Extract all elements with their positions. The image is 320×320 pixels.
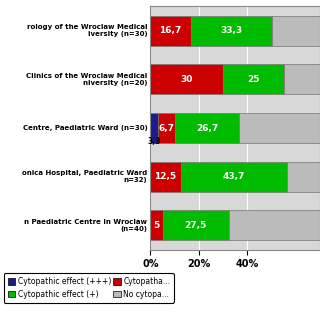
Text: 43,7: 43,7	[222, 172, 245, 181]
Text: n Paediatric Centre in Wroclaw
(n=40): n Paediatric Centre in Wroclaw (n=40)	[24, 219, 148, 232]
Bar	[287, 162, 320, 192]
Bar	[150, 162, 181, 192]
Bar	[239, 113, 320, 143]
Bar	[150, 210, 163, 240]
Bar	[223, 64, 284, 94]
Bar	[150, 64, 223, 94]
Text: 5: 5	[153, 221, 160, 230]
Bar	[150, 113, 158, 143]
Bar	[158, 113, 175, 143]
Bar	[229, 210, 320, 240]
Text: Clinics of the Wroclaw Medical
niversity (n=20): Clinics of the Wroclaw Medical niversity…	[26, 73, 148, 86]
Text: 33,3: 33,3	[220, 26, 242, 35]
Bar	[150, 16, 191, 46]
Text: 3,3: 3,3	[148, 137, 161, 146]
Bar	[163, 210, 229, 240]
Text: 30: 30	[180, 75, 193, 84]
Text: 6,7: 6,7	[158, 124, 174, 132]
Bar	[284, 64, 320, 94]
Bar	[181, 162, 287, 192]
Text: onica Hospital, Paediatric Ward
n=32): onica Hospital, Paediatric Ward n=32)	[22, 170, 148, 183]
Text: 26,7: 26,7	[196, 124, 218, 132]
Text: 16,7: 16,7	[159, 26, 182, 35]
Bar	[175, 113, 239, 143]
Bar	[272, 16, 320, 46]
Text: rology of the Wroclaw Medical
iversity (n=30): rology of the Wroclaw Medical iversity (…	[27, 24, 148, 37]
Text: 27,5: 27,5	[185, 221, 207, 230]
Text: 12,5: 12,5	[155, 172, 177, 181]
Bar	[191, 16, 272, 46]
Text: Centre, Paediatric Ward (n=30): Centre, Paediatric Ward (n=30)	[23, 125, 148, 131]
Text: 25: 25	[247, 75, 260, 84]
Legend: Cytopathic effect (+++), Cytopathic effect (+), Cytopatha..., No cytopa...: Cytopathic effect (+++), Cytopathic effe…	[4, 273, 174, 303]
